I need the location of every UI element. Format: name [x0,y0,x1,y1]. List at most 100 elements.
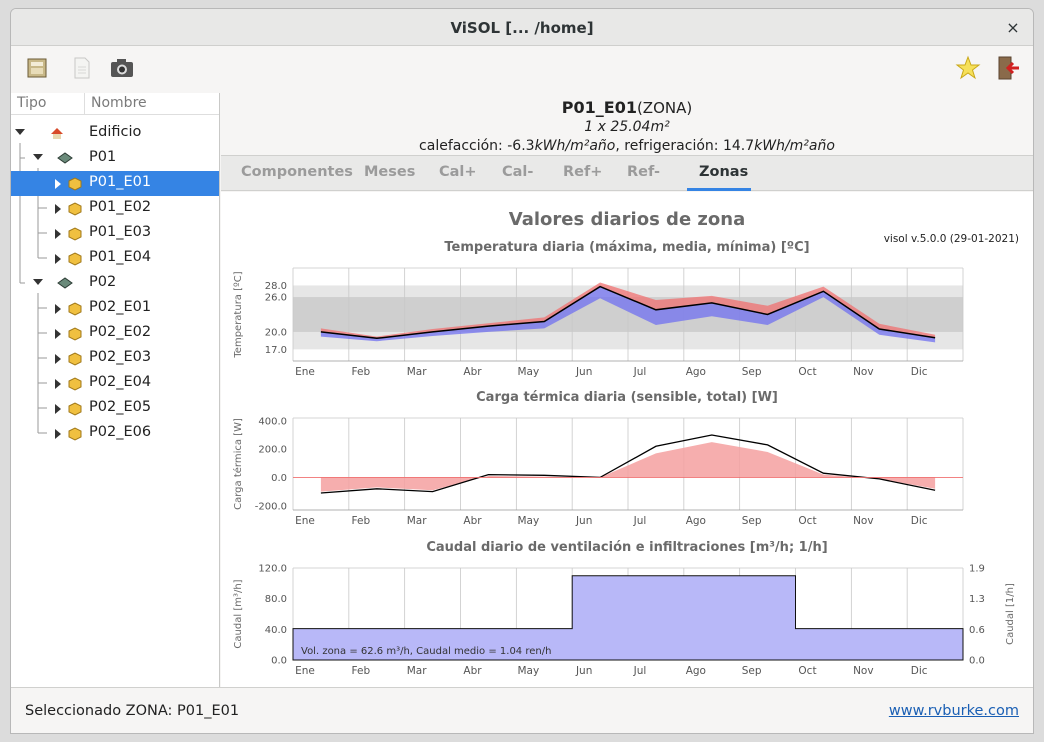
tree-item-label: P01_E02 [89,199,152,215]
x-tick-label: Jul [633,665,647,677]
expander-right-icon[interactable] [55,429,61,439]
tree-item-label: P02_E06 [89,424,152,440]
tree-item-p02-e05[interactable]: P02_E05 [11,396,219,421]
tree-item-p01-e03[interactable]: P01_E03 [11,221,219,246]
y-axis-label: Caudal [m³/h] [233,579,244,648]
tree-item-label: P02_E02 [89,324,152,340]
chart-title: Caudal diario de ventilación e infiltrac… [426,540,827,555]
tab-cal-minus[interactable]: Cal- [502,164,534,180]
expander-down-icon[interactable] [33,279,43,285]
zone-type: (ZONA) [636,99,693,117]
expander-right-icon[interactable] [55,379,61,389]
tab-componentes[interactable]: Componentes [241,164,353,180]
x-tick-label: May [517,366,539,378]
y-tick-label: 26.0 [265,293,287,304]
tree-item-p02-e04[interactable]: P02_E04 [11,371,219,396]
tree-item-label: P02 [89,274,117,290]
y-tick-label: 80.0 [265,594,287,605]
tab-zonas[interactable]: Zonas [699,164,749,180]
x-tick-label: Ene [295,366,315,378]
expander-right-icon[interactable] [55,229,61,239]
series-area-maxima [320,282,936,339]
new-file-icon[interactable] [69,55,95,81]
tree-item-p01-e02[interactable]: P01_E02 [11,196,219,221]
version-label: visol v.5.0.0 (29-01-2021) [884,233,1019,245]
expander-right-icon[interactable] [55,354,61,364]
x-tick-label: Abr [463,515,482,527]
expander-right-icon[interactable] [55,179,61,189]
chart-title: Temperatura diaria (máxima, media, mínim… [444,240,809,255]
tree-item-p01[interactable]: P01 [11,146,219,171]
tree-item-p02-e02[interactable]: P02_E02 [11,321,219,346]
tree-item-p02-e01[interactable]: P02_E01 [11,296,219,321]
x-tick-label: Mar [407,515,427,527]
toolbar [11,47,1033,93]
y-tick-label: 20.0 [265,327,287,338]
tab-ref-minus[interactable]: Ref- [627,164,661,180]
zone-icon [68,402,82,416]
tree-item-label: P01 [89,149,117,165]
series-area-minima [320,286,936,343]
tree-item-p02-e06[interactable]: P02_E06 [11,421,219,446]
tree-item-p02-e03[interactable]: P02_E03 [11,346,219,371]
tree-item-p01-e01[interactable]: P01_E01 [11,171,219,196]
x-tick-label: Jul [633,366,647,378]
x-tick-label: Nov [853,366,874,378]
zone-icon [68,427,82,441]
plot-area: Valores diarios de zona visol v.5.0.0 (2… [221,192,1033,687]
tab-meses[interactable]: Meses [364,164,416,180]
expander-down-icon[interactable] [15,129,25,135]
x-tick-label: Feb [352,665,371,677]
exit-icon[interactable] [995,55,1021,81]
x-tick-label: May [517,665,539,677]
star-icon[interactable] [955,55,981,81]
zone-icon [68,227,82,241]
x-tick-label: Ene [295,665,315,677]
expander-right-icon[interactable] [55,254,61,264]
tree-item-p01-e04[interactable]: P01_E04 [11,246,219,271]
x-tick-label: Oct [798,366,816,378]
x-tick-label: Dic [911,515,928,527]
y-tick-label-right: 0.6 [969,625,985,636]
zone-charts: Valores diarios de zona visol v.5.0.0 (2… [232,209,1019,677]
y-tick-label-right: 1.3 [969,594,985,605]
x-tick-label: Sep [742,515,762,527]
x-tick-label: Sep [742,366,762,378]
x-tick-label: Mar [407,366,427,378]
tree-item-label: P02_E01 [89,299,152,315]
title-bar: ViSOL [... /home] × [11,9,1033,46]
tab-cal-plus[interactable]: Cal+ [439,164,477,180]
tree-item-label: P01_E04 [89,249,152,265]
y-tick-label: -200.0 [255,501,287,512]
camera-icon[interactable] [109,55,135,81]
expander-down-icon[interactable] [33,154,43,160]
tree-header: Tipo Nombre [11,93,219,115]
y-tick-label: 200.0 [258,445,287,456]
zone-area: 1 x 25.04m² [584,119,670,135]
expander-right-icon[interactable] [55,304,61,314]
tree-item-label: Edificio [89,124,142,140]
close-icon[interactable]: × [1006,18,1020,37]
y-axis-label: Carga térmica [W] [232,418,244,510]
tree-item-p02[interactable]: P02 [11,271,219,296]
tree-item-label: P02_E05 [89,399,152,415]
tab-ref-plus[interactable]: Ref+ [563,164,603,180]
expander-right-icon[interactable] [55,329,61,339]
column-header-nombre[interactable]: Nombre [91,95,147,111]
chart-title: Carga térmica diaria (sensible, total) [… [476,390,778,405]
zone-icon [68,352,82,366]
open-file-icon[interactable] [25,55,51,81]
zone-icon [68,327,82,341]
zone-name: P01_E01 [561,98,637,117]
zone-icon [68,302,82,316]
x-tick-label: Oct [798,665,816,677]
refrigeracion-unit: kWh/m²año [754,138,835,154]
expander-right-icon[interactable] [55,204,61,214]
x-tick-label: Feb [352,515,371,527]
tree-item-edificio[interactable]: Edificio [11,121,219,146]
tree-lines [19,143,47,434]
expander-right-icon[interactable] [55,404,61,414]
status-bar: Seleccionado ZONA: P01_E01 www.rvburke.c… [11,687,1033,733]
column-header-tipo[interactable]: Tipo [17,95,47,111]
website-link[interactable]: www.rvburke.com [888,703,1019,719]
